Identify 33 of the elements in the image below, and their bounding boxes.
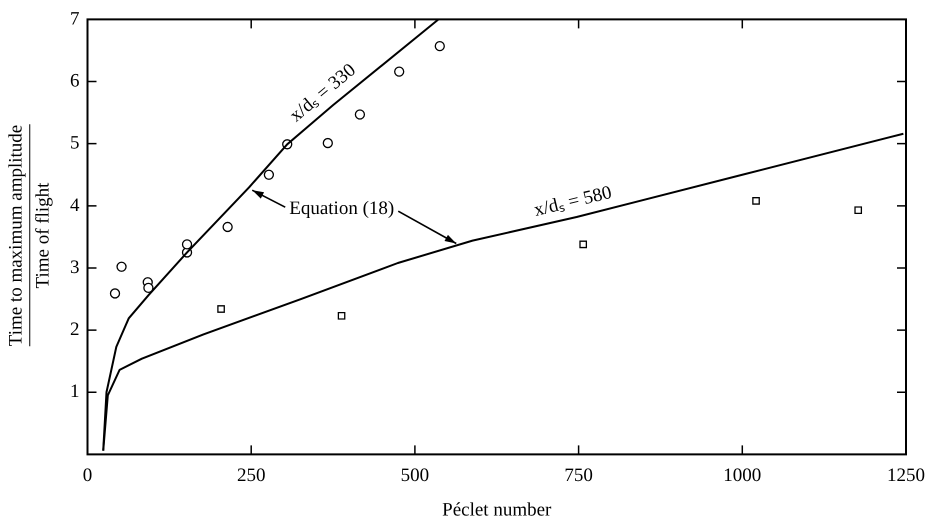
y-tick-label: 4 [70, 194, 80, 216]
annotation: x/dₛ = 580 [532, 182, 614, 221]
y-tick-label: 1 [70, 381, 80, 402]
point [854, 206, 862, 214]
x-tick-label: 1250 [887, 464, 925, 486]
point [434, 40, 445, 52]
point [322, 138, 333, 148]
x-tick-label: 1000 [723, 464, 762, 486]
y-axis-title: Time to maximum amplitude Time of flight [6, 124, 54, 346]
point [354, 109, 366, 120]
point [579, 240, 588, 248]
point [116, 262, 127, 272]
annotation: Equation (18) [289, 198, 394, 220]
point [182, 239, 192, 250]
x-tick-label: 0 [82, 464, 92, 486]
x-tick-label: 250 [236, 464, 266, 486]
x-tick-label: 750 [564, 464, 593, 486]
point [752, 197, 760, 205]
x-axis-title: Péclet number [442, 500, 552, 521]
point [217, 305, 225, 313]
point [143, 282, 154, 294]
point [110, 288, 120, 299]
y-tick-label: 7 [70, 8, 80, 30]
y-tick-label: 3 [70, 256, 80, 278]
point [222, 222, 233, 232]
x-tick-label: 500 [400, 464, 430, 486]
point [264, 170, 274, 180]
annotation: x/dₛ = 330 [286, 60, 360, 126]
y-tick-label: 5 [70, 132, 80, 154]
y-tick-label: 6 [70, 70, 80, 92]
point [394, 66, 404, 77]
point [338, 312, 346, 320]
y-tick-label: 2 [70, 319, 80, 340]
